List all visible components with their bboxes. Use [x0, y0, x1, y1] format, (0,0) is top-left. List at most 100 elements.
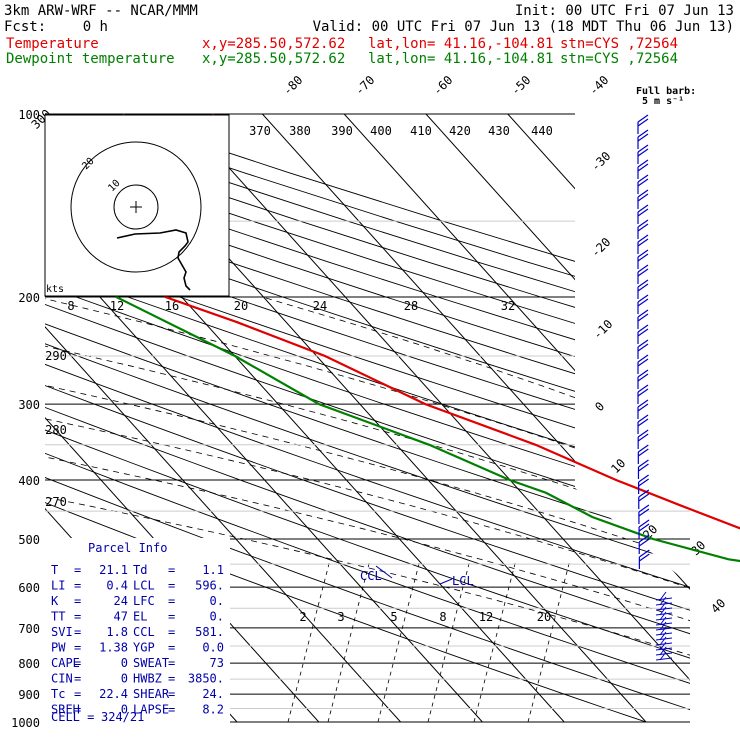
- barb-flag-a-152: [637, 144, 649, 153]
- barb-flag-b-212: [637, 208, 649, 217]
- theta-label-430: 430: [488, 124, 510, 138]
- barb-flag-b-347: [637, 343, 649, 352]
- parcel-cell-9-1: =: [74, 703, 81, 717]
- barb-flag-b-167: [637, 163, 649, 172]
- parcel-cell-9-0: SREH: [51, 703, 80, 717]
- barb-flag-a-302: [637, 294, 649, 303]
- theta-label-440: 440: [531, 124, 553, 138]
- barb-flag-a-287: [637, 279, 649, 288]
- barb-low-tick-610: [659, 601, 667, 611]
- parcel-cell-5-3: YGP: [133, 641, 155, 655]
- parcel-info-rows: T = 21.1 Td = 1.1 LI = 0.4 LCL = 596. K = 24 LFC = 0. TT = 4…: [51, 563, 224, 717]
- parcel-cell-0-1: =: [74, 563, 81, 577]
- parcel-info-panel: Parcel Info T = 21.1 Td = 1.1 LI = 0.4 LCL = 596. K =…: [45, 538, 230, 726]
- barb-flag-a-242: [637, 234, 649, 243]
- parcel-cell-3-4: =: [168, 610, 175, 624]
- parcel-cell-8-4: =: [168, 687, 175, 701]
- parcel-cell-7-2: 0: [121, 672, 128, 686]
- barb-low-tick-605: [659, 596, 667, 606]
- barb-flag-b-392: [637, 388, 649, 397]
- mixing-ratio-label-32: 32: [501, 299, 515, 313]
- isotherm--20: [262, 114, 690, 722]
- isotherm-label-10: 10: [608, 456, 628, 476]
- legend-temperature: Temperature: [6, 36, 99, 52]
- barb-flag-a-227: [637, 219, 649, 228]
- barb-flag-a-167: [637, 159, 649, 168]
- barb-flag-a-197: [637, 189, 649, 198]
- pressure-label-100: 100: [18, 108, 40, 122]
- barb-flag-a-332: [637, 324, 649, 333]
- barb-flag-a-347: [637, 339, 649, 348]
- wind-barbs: [637, 114, 673, 661]
- barb-flag-a-542: [638, 534, 650, 543]
- parcel-cell-2-3: LFC: [133, 594, 155, 608]
- isotherm-label-30: 30: [688, 538, 708, 558]
- parcel-cell-6-3: SWEAT: [133, 656, 169, 670]
- mixing-ratio-label-24: 24: [313, 299, 327, 313]
- barb-flag-a-392: [637, 384, 649, 393]
- barb-flag-b-152: [637, 148, 649, 157]
- barb-low-tick-640: [659, 631, 667, 641]
- isotherm-label--60: -60: [430, 73, 455, 98]
- barb-key-units: 5 m s⁻¹: [642, 96, 684, 107]
- mixing-ratio-low-label-5: 5: [390, 610, 397, 624]
- isotherm--60: [45, 114, 483, 722]
- background-grid: [45, 113, 690, 723]
- theta-left-label-270: 270: [45, 495, 67, 509]
- isotherm-20: [589, 114, 690, 722]
- barb-flag-a-422: [637, 414, 649, 423]
- theta-label-370: 370: [249, 124, 271, 138]
- parcel-cell-3-1: =: [74, 610, 81, 624]
- legend-dewpoint: Dewpoint temperature: [6, 51, 175, 67]
- isotherm-label--80: -80: [280, 73, 305, 98]
- mixing-ratio-line-4: [473, 559, 517, 722]
- parcel-cell-6-0: CAPE: [51, 656, 80, 670]
- theta-left-label-280: 280: [45, 423, 67, 437]
- parcel-cell-1-1: =: [74, 579, 81, 593]
- isotherm-0: [425, 114, 690, 722]
- barb-flag-b-317: [637, 313, 649, 322]
- moist-adiabat-14: [45, 296, 690, 722]
- pressure-label-700: 700: [18, 622, 40, 636]
- barb-low-tick-630: [659, 621, 667, 631]
- barb-flag-b-542: [638, 538, 650, 547]
- parcel-cell-4-4: =: [168, 625, 175, 639]
- mixing-ratio-low-label-3: 3: [337, 610, 344, 624]
- parcel-cell-2-5: 0.: [210, 594, 224, 608]
- barb-flag-b-227: [637, 223, 649, 232]
- barb-flag-a-212: [637, 204, 649, 213]
- parcel-cell-9-2: 0: [121, 703, 128, 717]
- parcel-cell-2-1: =: [74, 594, 81, 608]
- legend-dew-latlon: lat,lon= 41.16,-104.81: [368, 51, 553, 67]
- parcel-cell-7-1: =: [74, 672, 81, 686]
- pressure-label-1000: 1000: [11, 716, 40, 730]
- isotherm-label--70: -70: [352, 73, 377, 98]
- barb-low-tick-660: [659, 651, 667, 661]
- barb-flag-b-452: [637, 448, 649, 457]
- mixing-ratio-label-28: 28: [404, 299, 418, 313]
- parcel-cell-label: CELL =: [51, 710, 94, 724]
- barb-flag-b-287: [637, 283, 649, 292]
- mixing-ratio-low-label-8: 8: [439, 610, 446, 624]
- barb-flag-b-527: [638, 523, 650, 532]
- parcel-cell-2-2: 24: [114, 594, 128, 608]
- barb-flag-a-377: [637, 369, 649, 378]
- fcst-value: 0 h: [83, 19, 108, 35]
- barb-flag-a-452: [637, 444, 649, 453]
- isotherm-label-0: 0: [592, 399, 607, 414]
- pressure-label-600: 600: [18, 581, 40, 595]
- barb-flag-a-272: [637, 264, 649, 273]
- parcel-cell-5-4: =: [168, 641, 175, 655]
- barb-flag-b-437: [637, 433, 649, 442]
- isotherm-label--30: -30: [588, 149, 613, 174]
- parcel-cell-6-1: =: [74, 656, 81, 670]
- theta-label-390: 390: [331, 124, 353, 138]
- moist-adiabat-20: [45, 296, 690, 722]
- theta-left-label-290: 290: [45, 349, 67, 363]
- barb-key-title: Full barb:: [636, 86, 696, 97]
- parcel-cell-4-1: =: [74, 625, 81, 639]
- barb-low-660: [655, 657, 673, 661]
- barb-flag-b-482: [638, 478, 649, 487]
- header: 3km ARW-WRF -- NCAR/MMM Init: 00 UTC Fri…: [4, 3, 734, 67]
- barb-flag-b-362: [637, 358, 649, 367]
